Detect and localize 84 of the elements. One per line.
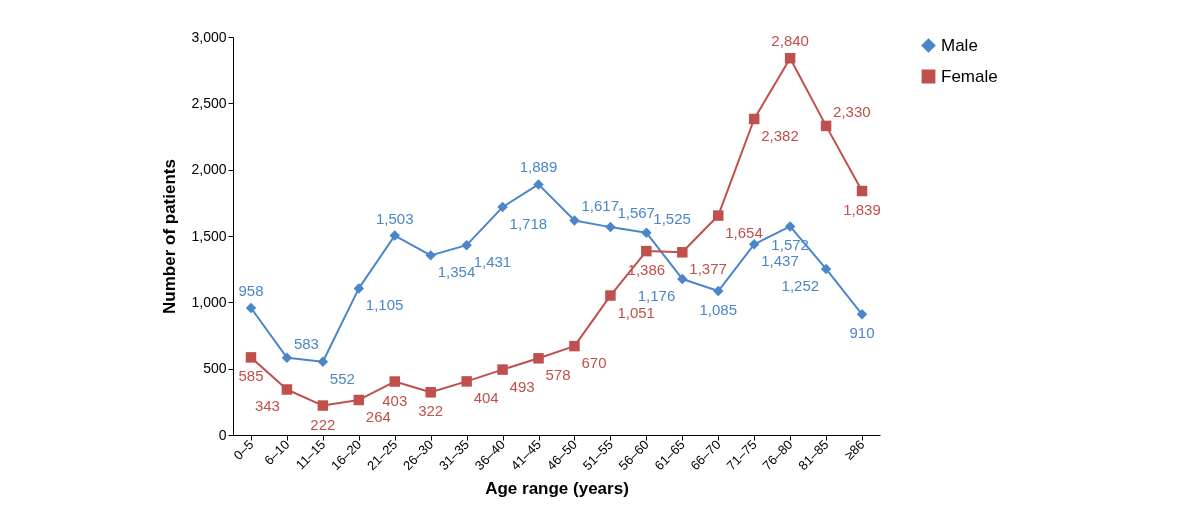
data-label: 1,252 — [781, 276, 820, 294]
point — [389, 230, 400, 241]
y-tick-label: 1,000 — [191, 293, 227, 310]
point — [497, 364, 508, 375]
point — [820, 120, 832, 132]
data-label: 2,840 — [771, 32, 809, 50]
point — [605, 221, 616, 233]
data-label: 1,085 — [699, 301, 738, 319]
data-label: 404 — [473, 389, 499, 407]
data-label: 670 — [581, 354, 607, 372]
data-label: 1,567 — [617, 204, 655, 222]
data-label: 343 — [254, 397, 280, 415]
y-tick-label: 2,000 — [191, 161, 227, 178]
data-label: 264 — [365, 407, 391, 425]
data-label: 2,330 — [833, 102, 871, 120]
data-label: 585 — [238, 367, 264, 385]
point — [569, 215, 580, 226]
point — [748, 239, 760, 250]
point — [281, 352, 293, 363]
point — [245, 302, 257, 314]
legend-label: Male — [941, 35, 978, 55]
point — [533, 179, 544, 190]
y-tick-label: 0 — [218, 426, 227, 443]
point — [569, 340, 580, 352]
point — [353, 283, 365, 294]
data-label: 1,503 — [375, 209, 414, 227]
data-label: 1,654 — [725, 223, 763, 241]
data-label: 222 — [310, 415, 336, 433]
point — [425, 250, 436, 261]
data-label: 1,572 — [771, 236, 809, 254]
data-label: 1,431 — [473, 253, 512, 271]
point — [533, 353, 544, 364]
y-tick-label: 500 — [203, 360, 227, 377]
y-tick-label: 2,500 — [191, 94, 227, 111]
data-label: 1,889 — [519, 158, 558, 176]
y-axis-title: Number of patients — [160, 159, 180, 314]
data-label: 910 — [849, 324, 875, 342]
data-label: 552 — [329, 369, 355, 387]
point — [713, 285, 724, 297]
data-label: 958 — [238, 281, 264, 299]
point — [748, 113, 760, 125]
data-label: 1,354 — [437, 263, 476, 281]
data-label: 493 — [509, 377, 535, 395]
point — [677, 247, 688, 258]
data-label: 1,617 — [581, 197, 620, 215]
data-label: 1,176 — [637, 286, 676, 304]
point — [856, 185, 868, 197]
point — [713, 210, 724, 221]
point — [641, 245, 652, 257]
point — [497, 201, 508, 213]
point — [425, 387, 436, 398]
point — [317, 400, 329, 411]
point — [245, 352, 257, 363]
data-label: 403 — [382, 391, 408, 409]
data-label: 1,105 — [365, 296, 404, 314]
x-tick-label: ≥86 — [841, 436, 868, 463]
data-label: 2,382 — [761, 126, 799, 144]
data-label: 1,377 — [689, 260, 727, 278]
point — [677, 273, 688, 285]
point — [461, 376, 472, 387]
point — [856, 309, 868, 320]
x-tick-label: 0–5 — [230, 436, 257, 463]
y-tick-label: 1,500 — [191, 227, 227, 244]
data-label: 1,718 — [509, 215, 548, 233]
point — [353, 394, 365, 406]
data-label: 1,839 — [843, 201, 881, 219]
x-axis-title: Age range (years) — [485, 479, 629, 499]
data-label: 322 — [418, 402, 444, 420]
data-label: 1,437 — [761, 252, 799, 270]
point — [784, 221, 796, 232]
point — [820, 263, 832, 275]
y-tick-label: 3,000 — [191, 28, 227, 45]
legend-label: Female — [941, 66, 998, 86]
point — [317, 356, 329, 368]
data-label: 1,051 — [617, 303, 655, 321]
point — [641, 227, 652, 238]
data-label: 578 — [545, 366, 571, 384]
point — [784, 52, 796, 64]
data-label: 1,525 — [653, 209, 691, 227]
point — [461, 239, 472, 251]
point — [389, 376, 400, 387]
point — [281, 384, 293, 395]
data-label: 583 — [293, 334, 319, 352]
point — [605, 290, 616, 301]
